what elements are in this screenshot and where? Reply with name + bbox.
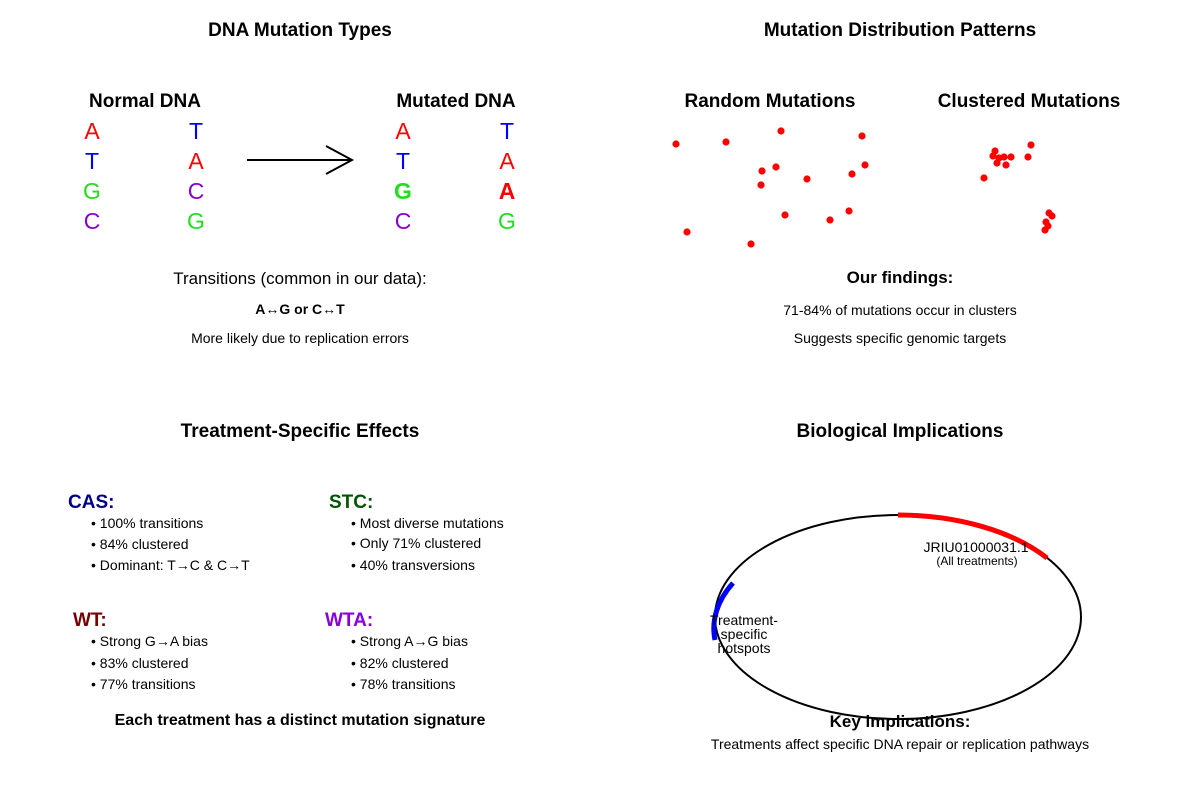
panel1-title: DNA Mutation Types	[208, 20, 392, 41]
transitions-formula: A↔G or C↔T	[255, 301, 345, 317]
random-mutation-dot	[861, 161, 869, 169]
clustered-mutation-dot	[1000, 153, 1008, 161]
clustered-mutation-dot	[980, 174, 988, 182]
mutated-base: A	[395, 118, 411, 144]
treatment-wta-name: WTA:	[325, 610, 374, 631]
mutated-base: T	[395, 148, 411, 174]
random-mutation-dot	[683, 228, 691, 236]
clustered-mutation-dot	[1024, 153, 1032, 161]
transitions-note: More likely due to replication errors	[191, 330, 409, 346]
treatment-wta-bullet: • Strong A→G bias	[351, 633, 468, 649]
random-mutations-title: Random Mutations	[684, 91, 856, 112]
clustered-mutation-dot	[1007, 153, 1015, 161]
treatment-cas-bullet: • 100% transitions	[91, 515, 204, 531]
normal-dna-title: Normal DNA	[89, 91, 201, 112]
normal-base: C	[83, 208, 101, 234]
clustered-mutation-dot	[1027, 141, 1035, 149]
clustered-mutation-dot	[1041, 226, 1049, 234]
treatment-cas-name: CAS:	[68, 492, 115, 513]
random-mutation-dot	[758, 167, 766, 175]
treatment-stc-name: STC:	[329, 492, 374, 513]
treatment-wta-bullet: • 82% clustered	[351, 655, 449, 671]
contig-note: (All treatments)	[936, 554, 1018, 568]
treatment-cas-bullet: • 84% clustered	[91, 536, 189, 552]
panel2-title: Mutation Distribution Patterns	[763, 20, 1037, 41]
panel3-title: Treatment-Specific Effects	[180, 421, 420, 442]
random-mutation-dot	[781, 211, 789, 219]
treatment-wt-bullet: • 83% clustered	[91, 655, 189, 671]
random-mutation-dot	[826, 216, 834, 224]
random-mutation-dot	[848, 170, 856, 178]
treatment-wt-name: WT:	[73, 610, 107, 631]
normal-base: A	[188, 148, 204, 174]
random-points	[672, 127, 869, 248]
random-mutation-dot	[803, 175, 811, 183]
right-arrow-icon	[247, 145, 355, 175]
treatment-wta-bullet: • 78% transitions	[351, 676, 456, 692]
hotspot-label-line2: specific	[720, 626, 768, 642]
mutated-base-highlight: A	[498, 178, 516, 204]
clustered-mutation-dot	[1048, 212, 1056, 220]
random-mutation-dot	[858, 132, 866, 140]
clustered-mutations-title: Clustered Mutations	[937, 91, 1121, 112]
hotspot-label-line3: hotspots	[717, 640, 771, 656]
random-mutation-dot	[777, 127, 785, 135]
hotspot-arc-red	[897, 512, 1049, 560]
transitions-label: Transitions (common in our data):	[173, 269, 427, 288]
normal-base: T	[188, 118, 204, 144]
clustered-points	[980, 141, 1056, 234]
normal-base: G	[83, 178, 101, 204]
random-mutation-dot	[747, 240, 755, 248]
random-mutation-dot	[845, 207, 853, 215]
treatment-wt-bullet: • 77% transitions	[91, 676, 196, 692]
clustered-mutation-dot	[989, 152, 997, 160]
treatment-stc-bullet: • Only 71% clustered	[351, 535, 482, 551]
random-mutation-dot	[772, 163, 780, 171]
mutated-base: C	[394, 208, 412, 234]
mutated-base: A	[499, 148, 515, 174]
clustered-mutation-dot	[1002, 161, 1010, 169]
finding-targets: Suggests specific genomic targets	[793, 330, 1007, 346]
treatment-cas-bullet: • Dominant: T→C & C→T	[91, 557, 250, 573]
normal-base: A	[84, 118, 100, 144]
hotspot-label-line1: Treatment-	[710, 612, 778, 628]
implications-title: Key implications:	[829, 712, 971, 731]
normal-base: G	[187, 208, 205, 234]
normal-base: C	[187, 178, 205, 204]
mutated-base-highlight: G	[394, 178, 412, 204]
mutated-base: T	[499, 118, 515, 144]
mutated-base: G	[498, 208, 516, 234]
random-mutation-dot	[672, 140, 680, 148]
findings-title: Our findings:	[846, 268, 954, 287]
treatment-summary: Each treatment has a distinct mutation s…	[114, 712, 486, 729]
treatment-wt-bullet: • Strong G→A bias	[91, 633, 208, 649]
contig-label: JRIU01000031.1	[923, 539, 1029, 555]
random-mutation-dot	[722, 138, 730, 146]
hotspot-arc-blue	[711, 581, 735, 641]
treatment-stc-bullet: • 40% transversions	[351, 557, 475, 573]
random-mutation-dot	[757, 181, 765, 189]
clustered-mutation-dot	[993, 159, 1001, 167]
finding-clusters: 71-84% of mutations occur in clusters	[783, 302, 1017, 318]
implications-text: Treatments affect specific DNA repair or…	[710, 736, 1090, 752]
treatment-stc-bullet: • Most diverse mutations	[351, 515, 504, 531]
normal-base: T	[84, 148, 100, 174]
panel4-title: Biological Implications	[796, 421, 1004, 442]
mutated-dna-title: Mutated DNA	[396, 91, 516, 112]
